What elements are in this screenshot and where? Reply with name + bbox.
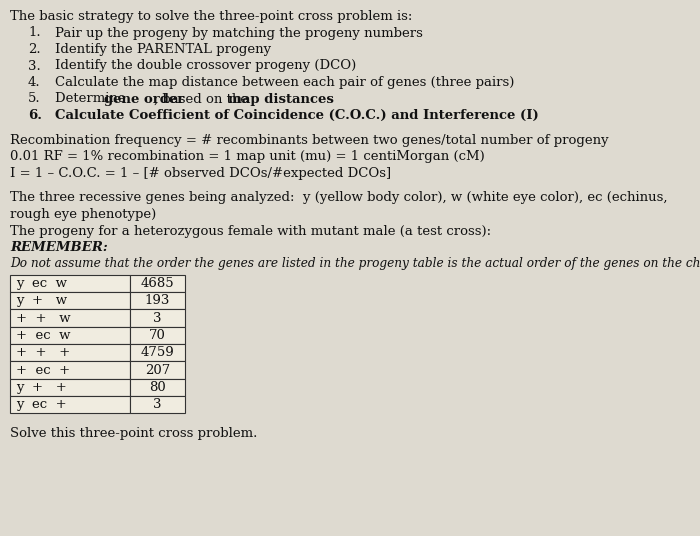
Text: 2.: 2. xyxy=(28,43,41,56)
Text: Pair up the progeny by matching the progeny numbers: Pair up the progeny by matching the prog… xyxy=(55,26,423,40)
Bar xyxy=(10,344,130,361)
Bar xyxy=(130,344,185,361)
Bar xyxy=(130,275,185,292)
Text: 4.: 4. xyxy=(28,76,41,89)
Text: 4685: 4685 xyxy=(141,277,174,290)
Text: map distances: map distances xyxy=(228,93,334,106)
Text: Recombination frequency = # recombinants between two genes/total number of proge: Recombination frequency = # recombinants… xyxy=(10,134,608,147)
Bar xyxy=(130,379,185,396)
Text: REMEMBER:: REMEMBER: xyxy=(10,241,108,254)
Text: The three recessive genes being analyzed:  y (yellow body color), w (white eye c: The three recessive genes being analyzed… xyxy=(10,191,668,205)
Bar xyxy=(130,361,185,379)
Text: 3: 3 xyxy=(153,398,162,411)
Text: 5.: 5. xyxy=(28,93,41,106)
Text: 3.: 3. xyxy=(28,59,41,72)
Text: 6.: 6. xyxy=(28,109,42,122)
Bar xyxy=(10,309,130,327)
Bar xyxy=(130,292,185,309)
Bar xyxy=(10,327,130,344)
Bar xyxy=(130,327,185,344)
Bar xyxy=(130,309,185,327)
Text: Solve this three-point cross problem.: Solve this three-point cross problem. xyxy=(10,427,258,440)
Text: Calculate the map distance between each pair of genes (three pairs): Calculate the map distance between each … xyxy=(55,76,514,89)
Text: 1.: 1. xyxy=(28,26,41,40)
Text: Calculate Coefficient of Coincidence (C.O.C.) and Interference (I): Calculate Coefficient of Coincidence (C.… xyxy=(55,109,539,122)
Bar xyxy=(10,396,130,413)
Bar xyxy=(130,396,185,413)
Text: y  ec  +: y ec + xyxy=(16,398,66,411)
Text: 70: 70 xyxy=(149,329,166,342)
Text: 0.01 RF = 1% recombination = 1 map unit (mu) = 1 centiMorgan (cM): 0.01 RF = 1% recombination = 1 map unit … xyxy=(10,150,484,163)
Text: I = 1 – C.O.C. = 1 – [# observed DCOs/#expected DCOs]: I = 1 – C.O.C. = 1 – [# observed DCOs/#e… xyxy=(10,167,391,180)
Text: gene order: gene order xyxy=(104,93,185,106)
Text: Identify the PARENTAL progeny: Identify the PARENTAL progeny xyxy=(55,43,271,56)
Text: The basic strategy to solve the three-point cross problem is:: The basic strategy to solve the three-po… xyxy=(10,10,412,23)
Text: Do not assume that the order the genes are listed in the progeny table is the ac: Do not assume that the order the genes a… xyxy=(10,257,700,271)
Text: The progeny for a heterozygous female with mutant male (a test cross):: The progeny for a heterozygous female wi… xyxy=(10,225,491,237)
Text: +  +   w: + + w xyxy=(16,311,71,325)
Text: 80: 80 xyxy=(149,381,166,394)
Text: rough eye phenotype): rough eye phenotype) xyxy=(10,208,156,221)
Text: 4759: 4759 xyxy=(141,346,174,359)
Text: y  ec  w: y ec w xyxy=(16,277,67,290)
Text: +  +   +: + + + xyxy=(16,346,70,359)
Text: , based on the: , based on the xyxy=(154,93,252,106)
Bar xyxy=(10,275,130,292)
Text: 193: 193 xyxy=(145,294,170,307)
Text: 3: 3 xyxy=(153,311,162,325)
Text: y  +   +: y + + xyxy=(16,381,66,394)
Text: +  ec  w: + ec w xyxy=(16,329,71,342)
Text: Identify the double crossover progeny (DCO): Identify the double crossover progeny (D… xyxy=(55,59,356,72)
Bar xyxy=(10,379,130,396)
Text: +  ec  +: + ec + xyxy=(16,363,70,377)
Text: 207: 207 xyxy=(145,363,170,377)
Bar xyxy=(10,361,130,379)
Bar xyxy=(10,292,130,309)
Text: Determine: Determine xyxy=(55,93,130,106)
Text: y  +   w: y + w xyxy=(16,294,67,307)
